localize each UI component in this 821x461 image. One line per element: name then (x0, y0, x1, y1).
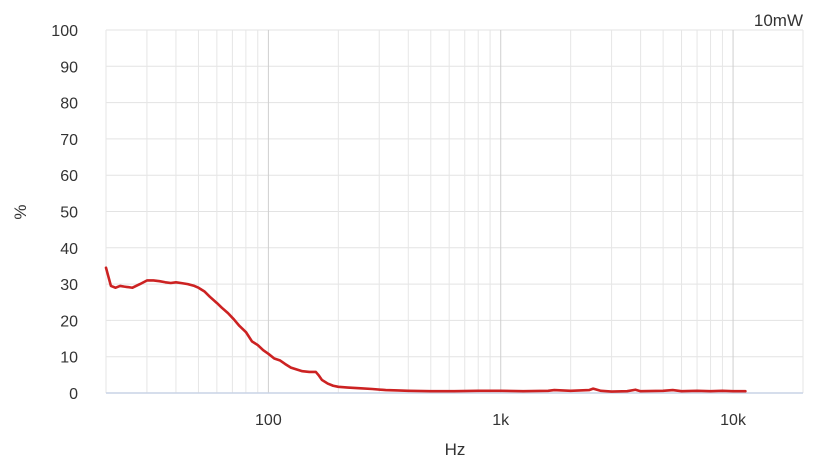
y-tick-label: 0 (69, 386, 78, 403)
x-tick-label: 100 (255, 412, 282, 429)
y-tick-label: 10 (60, 350, 78, 367)
series-layer (104, 266, 747, 393)
tick-labels: 0 10 20 30 40 50 60 70 80 90 100 100 1k 10k (51, 23, 747, 429)
y-tick-label: 90 (60, 59, 78, 76)
grid (105, 29, 804, 393)
y-tick-label: 70 (60, 132, 78, 149)
y-tick-label: 80 (60, 96, 78, 113)
corner-label: 10mW (754, 11, 803, 30)
x-tick-label: 1k (492, 412, 510, 429)
y-tick-label: 20 (60, 313, 78, 330)
x-tick-label: 10k (720, 412, 747, 429)
x-axis-label: Hz (445, 440, 466, 459)
y-tick-label: 40 (60, 241, 78, 258)
series-line (104, 266, 747, 393)
y-tick-label: 30 (60, 277, 78, 294)
y-tick-label: 50 (60, 205, 78, 222)
y-tick-label: 60 (60, 168, 78, 185)
y-tick-label: 100 (51, 23, 78, 40)
y-axis-label: % (11, 204, 30, 219)
